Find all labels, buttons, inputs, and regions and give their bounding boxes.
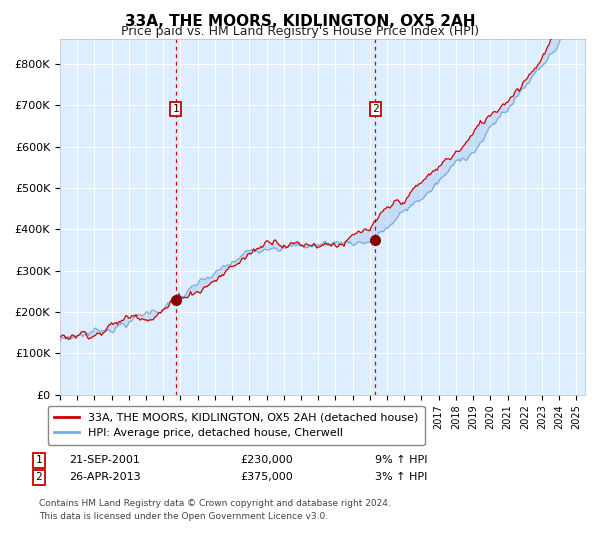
Text: Contains HM Land Registry data © Crown copyright and database right 2024.: Contains HM Land Registry data © Crown c… [39,500,391,508]
Legend: 33A, THE MOORS, KIDLINGTON, OX5 2AH (detached house), HPI: Average price, detach: 33A, THE MOORS, KIDLINGTON, OX5 2AH (det… [47,406,425,445]
Text: £375,000: £375,000 [240,472,293,482]
Text: Price paid vs. HM Land Registry's House Price Index (HPI): Price paid vs. HM Land Registry's House … [121,25,479,38]
Text: £230,000: £230,000 [240,455,293,465]
Text: 9% ↑ HPI: 9% ↑ HPI [375,455,427,465]
Text: 33A, THE MOORS, KIDLINGTON, OX5 2AH: 33A, THE MOORS, KIDLINGTON, OX5 2AH [125,14,475,29]
Text: 1: 1 [35,455,43,465]
Text: 2: 2 [372,105,379,114]
Text: 3% ↑ HPI: 3% ↑ HPI [375,472,427,482]
Text: 26-APR-2013: 26-APR-2013 [69,472,140,482]
Text: 21-SEP-2001: 21-SEP-2001 [69,455,140,465]
Text: 1: 1 [172,105,179,114]
Text: 2: 2 [35,472,43,482]
Text: This data is licensed under the Open Government Licence v3.0.: This data is licensed under the Open Gov… [39,512,328,521]
